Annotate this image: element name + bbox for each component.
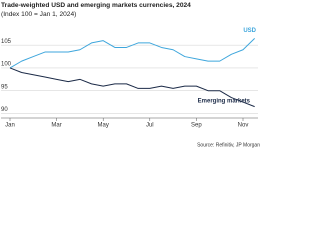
chart-title: Trade-weighted USD and emerging markets … — [1, 2, 191, 9]
chart: Trade-weighted USD and emerging markets … — [1, 2, 260, 148]
x-tick-label: Jul — [146, 123, 154, 129]
y-tick-label: 90 — [1, 107, 8, 113]
source-note: Source: Refinitiv, JP Morgan — [197, 142, 260, 148]
series-label: USD — [243, 28, 256, 34]
x-tick-label: Mar — [51, 123, 61, 129]
x-tick-label: May — [98, 123, 109, 129]
series-label: Emerging markets — [198, 99, 251, 105]
series-line — [9, 67, 255, 108]
y-tick-label: 105 — [1, 39, 12, 45]
x-tick-label: Nov — [238, 123, 249, 129]
x-tick-label: Sep — [191, 123, 202, 129]
chart-subtitle: (Index 100 = Jan 1, 2024) — [1, 11, 76, 18]
x-tick-label: Jan — [5, 123, 15, 129]
series-line — [9, 38, 255, 69]
y-tick-label: 95 — [1, 84, 8, 90]
y-tick-label: 100 — [1, 62, 12, 68]
